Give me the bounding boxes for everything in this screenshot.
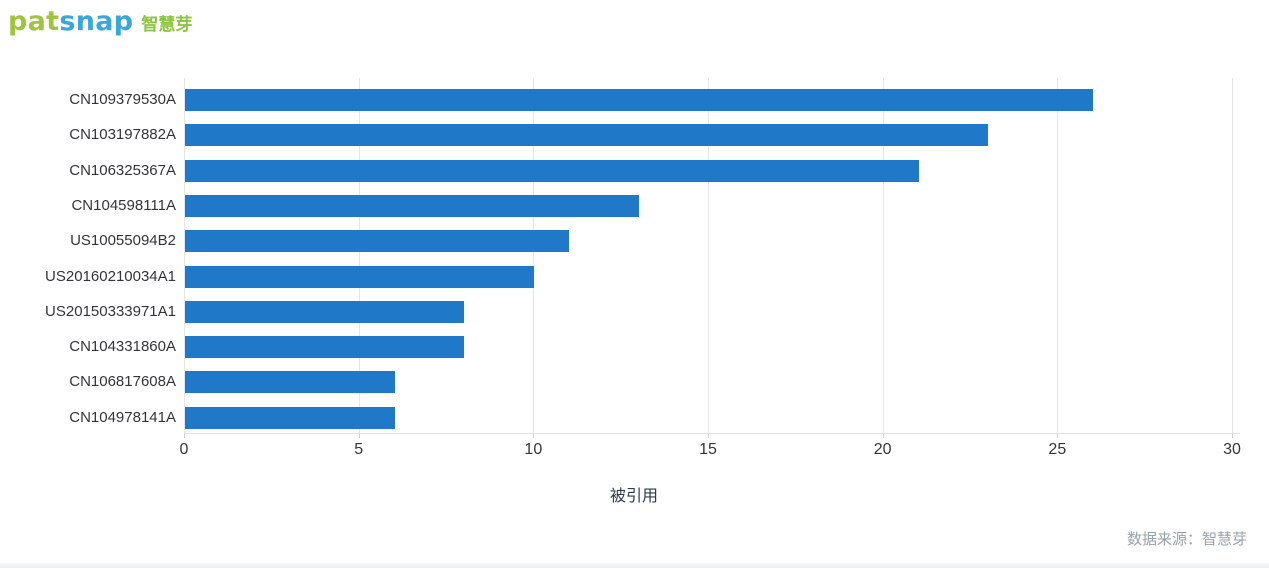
patsnap-logo: pat snap 智慧芽 xyxy=(8,6,192,37)
x-tick-label-20: 20 xyxy=(873,441,892,458)
bar[interactable] xyxy=(185,194,640,217)
x-tick-label-0: 0 xyxy=(179,441,189,458)
category-label: US10055094B2 xyxy=(70,232,176,250)
tick-mark-15 xyxy=(708,433,709,438)
data-source-label: 数据来源：智慧芽 xyxy=(1126,531,1247,548)
category-label: CN104978141A xyxy=(69,408,176,426)
bar[interactable] xyxy=(185,124,989,147)
x-tick-label-25: 25 xyxy=(1048,441,1067,458)
tick-mark-20 xyxy=(882,433,884,438)
logo-text-snap: snap xyxy=(59,6,134,37)
bar[interactable] xyxy=(185,159,919,182)
bar[interactable] xyxy=(185,371,395,394)
gridline-0 xyxy=(184,78,185,433)
bottom-divider xyxy=(0,563,1269,568)
category-label: CN106325367A xyxy=(69,161,176,179)
x-tick-label-30: 30 xyxy=(1223,441,1241,458)
x-tick-label-5: 5 xyxy=(354,441,364,458)
logo-text-zhihuiya: 智慧芽 xyxy=(141,15,193,35)
x-axis-title: 被引用 xyxy=(609,488,659,505)
x-axis-line xyxy=(184,433,1240,434)
bar[interactable] xyxy=(185,265,535,288)
x-tick-label-15: 15 xyxy=(699,441,717,458)
gridline-20 xyxy=(882,78,884,433)
bar[interactable] xyxy=(185,300,465,323)
gridline-25 xyxy=(1057,78,1059,433)
tick-mark-30 xyxy=(1232,433,1233,438)
category-label: US20150333971A1 xyxy=(45,302,176,320)
gridline-5 xyxy=(358,78,360,433)
tick-mark-25 xyxy=(1057,433,1059,438)
bar[interactable] xyxy=(185,336,465,359)
gridline-10 xyxy=(533,78,535,433)
tick-mark-5 xyxy=(358,433,360,438)
tick-mark-10 xyxy=(533,433,535,438)
category-label: US20160210034A1 xyxy=(45,267,176,285)
category-label: CN103197882A xyxy=(69,126,176,144)
x-tick-label-10: 10 xyxy=(524,441,543,458)
category-label: CN106817608A xyxy=(69,373,176,391)
citations-bar-chart: CN109379530A CN103197882A CN106325367A CN10… xyxy=(45,78,1241,505)
logo-text-pat: pat xyxy=(8,6,60,37)
gridline-30 xyxy=(1232,78,1233,433)
bar[interactable] xyxy=(185,406,395,429)
category-label: CN109379530A xyxy=(69,91,176,108)
gridline-15 xyxy=(708,78,709,433)
bar[interactable] xyxy=(185,89,1094,111)
category-label: CN104598111A xyxy=(71,196,176,214)
bar[interactable] xyxy=(185,230,570,253)
tick-mark-0 xyxy=(184,433,185,438)
category-label: CN104331860A xyxy=(69,338,176,356)
